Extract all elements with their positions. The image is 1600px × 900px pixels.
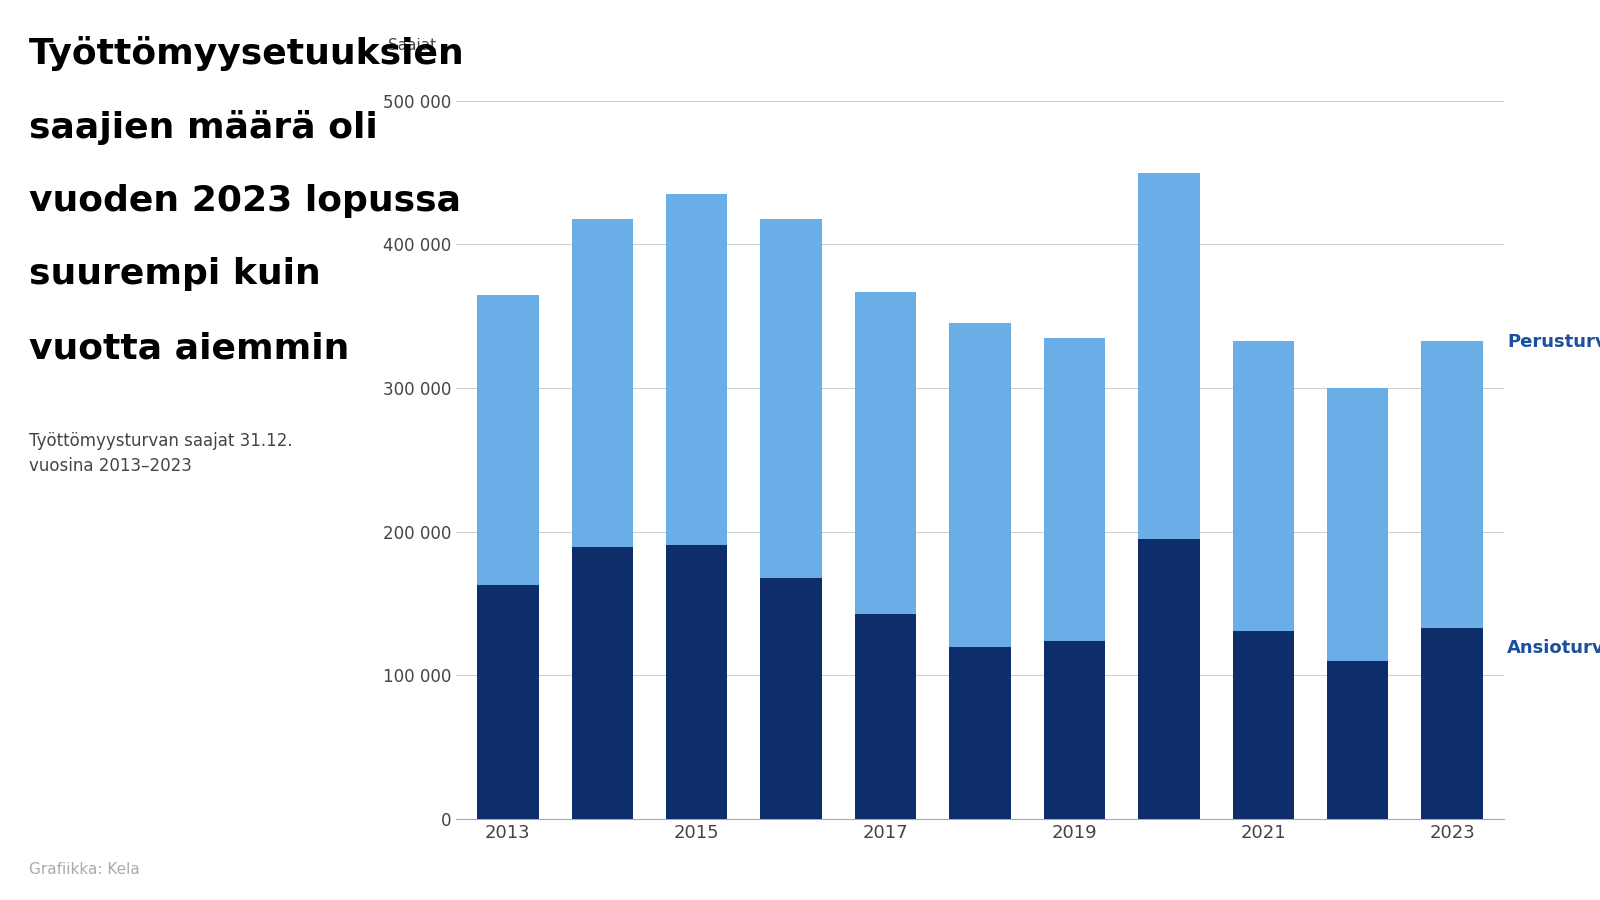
- Bar: [477, 585, 539, 819]
- Bar: [949, 646, 1011, 819]
- Text: Grafiikka: Kela: Grafiikka: Kela: [29, 862, 139, 878]
- Text: suurempi kuin: suurempi kuin: [29, 257, 320, 292]
- Text: vuoden 2023 lopussa: vuoden 2023 lopussa: [29, 184, 461, 218]
- Text: Ansioturva: Ansioturva: [1507, 639, 1600, 657]
- Bar: [666, 194, 728, 544]
- Bar: [949, 323, 1011, 646]
- Text: Työttömyysetuuksien: Työttömyysetuuksien: [29, 36, 464, 71]
- Bar: [760, 219, 822, 578]
- Bar: [1421, 628, 1483, 819]
- Bar: [1326, 661, 1389, 819]
- Bar: [1043, 338, 1106, 641]
- Bar: [1043, 641, 1106, 819]
- Bar: [1421, 340, 1483, 628]
- Bar: [1326, 388, 1389, 661]
- Text: saajien määrä oli: saajien määrä oli: [29, 110, 378, 145]
- Text: Työttömyysturvan saajat 31.12.
vuosina 2013–2023: Työttömyysturvan saajat 31.12. vuosina 2…: [29, 432, 293, 475]
- Bar: [477, 294, 539, 585]
- Bar: [1232, 631, 1294, 819]
- Text: Saajat: Saajat: [387, 39, 437, 53]
- Bar: [854, 292, 917, 614]
- Bar: [571, 547, 634, 819]
- Bar: [1138, 539, 1200, 819]
- Bar: [854, 614, 917, 819]
- Bar: [760, 578, 822, 819]
- Bar: [1232, 340, 1294, 631]
- Text: vuotta aiemmin: vuotta aiemmin: [29, 331, 349, 365]
- Text: Perusturva: Perusturva: [1507, 333, 1600, 351]
- Bar: [666, 544, 728, 819]
- Bar: [1138, 173, 1200, 539]
- Bar: [571, 219, 634, 547]
